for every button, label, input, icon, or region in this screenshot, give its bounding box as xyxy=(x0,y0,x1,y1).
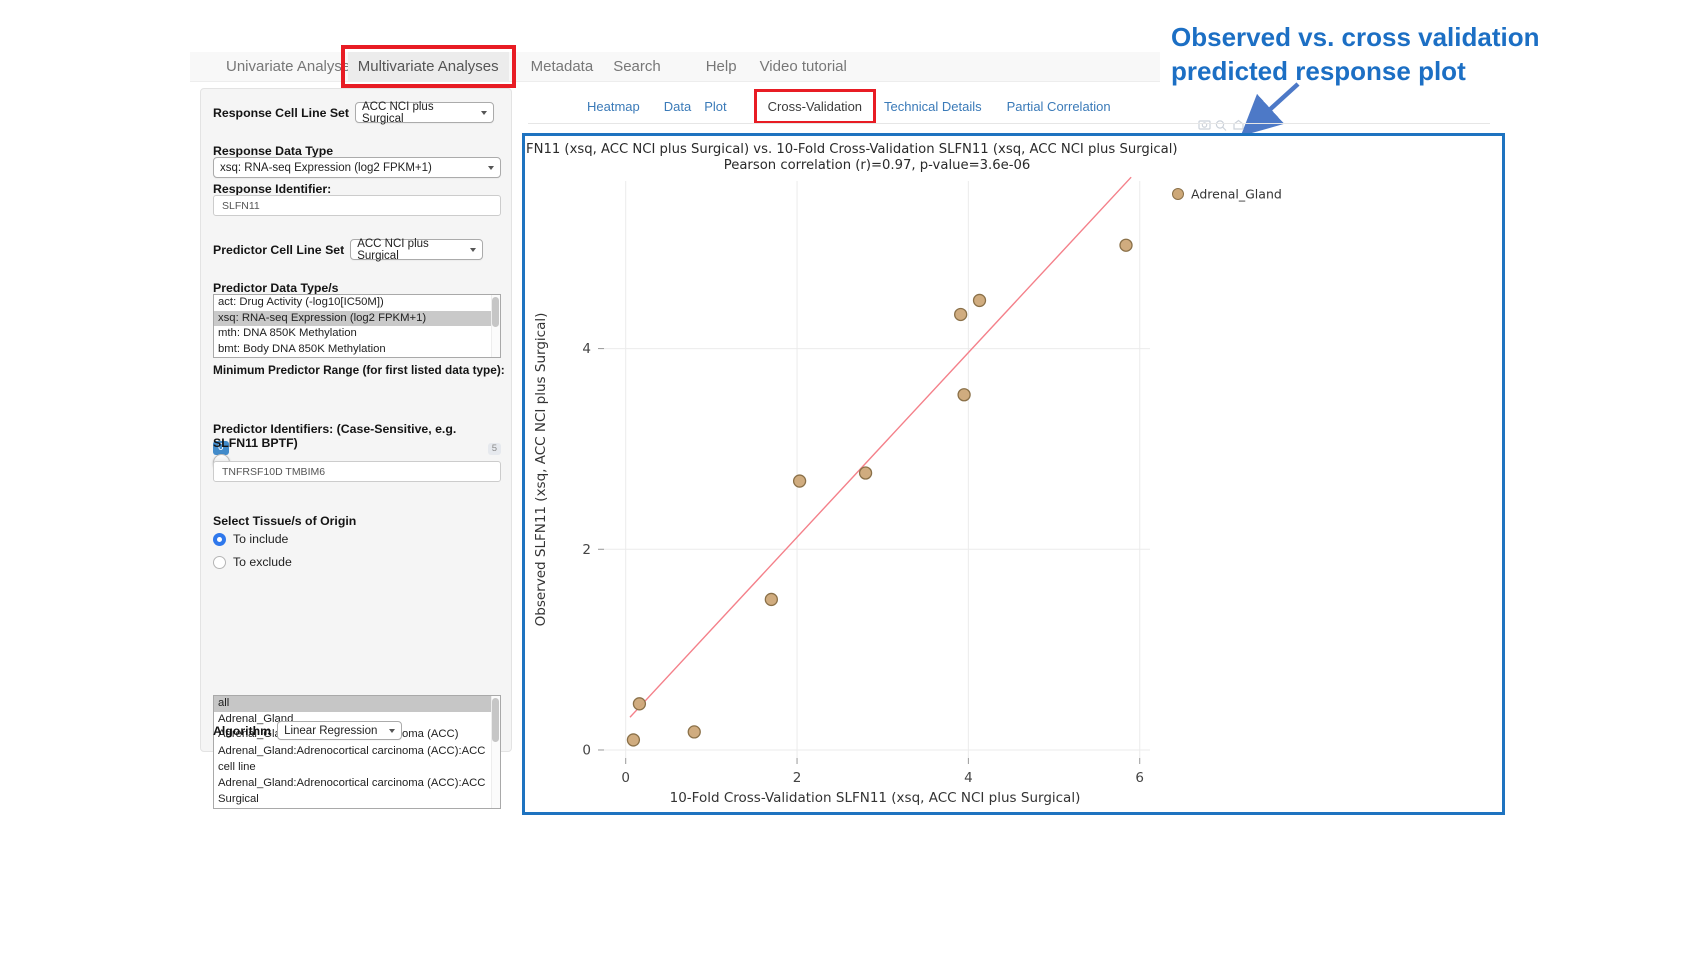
response-data-type-value: xsq: RNA-seq Expression (log2 FPKM+1) xyxy=(220,161,432,174)
x-tick-label: 4 xyxy=(964,770,973,786)
nav-item-help[interactable]: Help xyxy=(705,58,737,75)
scrollbar[interactable] xyxy=(491,295,500,357)
chart-point[interactable] xyxy=(972,293,987,308)
list-item[interactable]: Adrenal_Gland:Adrenocortical carcinoma (… xyxy=(218,777,486,806)
response-identifier-input[interactable]: SLFN11 xyxy=(213,195,501,216)
plot-title-line1: FN11 (xsq, ACC NCI plus Surgical) vs. 10… xyxy=(526,142,1178,157)
list-item[interactable]: Adrenal_Gland xyxy=(218,712,294,725)
tab-technical-details[interactable]: Technical Details xyxy=(884,99,982,114)
cross-validation-plot-panel: 0 2 4 6 0 2 4 FN11 (xsq, ACC NCI plus Surgical)… xyxy=(522,133,1505,815)
slider-max-label: 5 xyxy=(487,443,501,455)
nav-item-multivariate-analyses[interactable]: Multivariate Analyses xyxy=(340,45,516,88)
min-predictor-range-label: Minimum Predictor Range (for first liste… xyxy=(213,363,505,377)
annotation-text: Observed vs. cross validation predicted … xyxy=(1171,20,1540,88)
radio-to-exclude-label: To exclude xyxy=(233,555,292,569)
chart-point[interactable] xyxy=(858,466,873,480)
chart-point[interactable] xyxy=(1119,238,1133,252)
chart-point[interactable] xyxy=(957,388,971,402)
response-cell-line-set-select[interactable]: ACC NCI plus Surgical xyxy=(355,100,494,125)
list-item[interactable]: mth: DNA 850K Methylation xyxy=(218,327,357,340)
chart-point[interactable] xyxy=(632,697,647,711)
response-identifier-value: SLFN11 xyxy=(222,199,260,212)
legend-label[interactable]: Adrenal_Gland xyxy=(1191,187,1282,202)
list-item[interactable]: act: Drug Activity (-log10[IC50M]) xyxy=(218,296,384,308)
y-tick-label: 0 xyxy=(582,742,591,758)
radio-to-include-label: To include xyxy=(233,532,289,546)
list-item[interactable]: Adrenal_Gland:Adrenocortical carcinoma (… xyxy=(218,745,486,774)
tab-cross-validation[interactable]: Cross-Validation xyxy=(767,99,863,114)
chart-point[interactable] xyxy=(954,307,968,322)
tab-partial-correlation[interactable]: Partial Correlation xyxy=(1006,99,1111,114)
tab-heatmap[interactable]: Heatmap xyxy=(587,99,640,114)
predictor-data-types-label: Predictor Data Type/s xyxy=(213,281,339,295)
chevron-down-icon xyxy=(389,728,396,733)
plot-title-line2: Pearson correlation (r)=0.97, p-value=3.… xyxy=(724,158,1031,173)
chart-point[interactable] xyxy=(792,474,807,488)
list-item-selected[interactable]: xsq: RNA-seq Expression (log2 FPKM+1) xyxy=(214,310,500,327)
result-tabs: Heatmap Data Plot Cross-Validation Techn… xyxy=(522,89,1111,124)
predictor-identifiers-label: Predictor Identifiers: (Case-Sensitive, … xyxy=(213,422,457,450)
nav-item-metadata[interactable]: Metadata xyxy=(530,58,594,75)
x-axis-title: 10-Fold Cross-Validation SLFN11 (xsq, AC… xyxy=(670,790,1081,806)
nav-item-univariate-analyses[interactable]: Univariate Analyses xyxy=(226,58,358,75)
control-sidebar: Response Cell Line Set ACC NCI plus Surg… xyxy=(200,88,512,809)
radio-icon[interactable] xyxy=(213,532,226,546)
chevron-down-icon xyxy=(470,247,477,252)
y-tick-label: 4 xyxy=(582,341,591,357)
radio-icon[interactable] xyxy=(213,555,226,569)
chart-point[interactable] xyxy=(626,733,641,747)
top-navbar: Univariate Analyses Multivariate Analyse… xyxy=(190,45,1160,88)
predictor-identifiers-value: TNFRSF10D TMBIM6 xyxy=(222,465,326,478)
predictor-cell-line-set-label: Predictor Cell Line Set xyxy=(213,242,345,257)
radio-to-include[interactable]: To include xyxy=(213,532,501,546)
annotation-line2: predicted response plot xyxy=(1171,56,1466,86)
response-data-type-select[interactable]: xsq: RNA-seq Expression (log2 FPKM+1) xyxy=(213,157,501,178)
predictor-data-types-list: act: Drug Activity (-log10[IC50M]) xsq: … xyxy=(213,294,501,358)
plot-modebar-icons[interactable] xyxy=(1198,118,1250,132)
nav-item-search[interactable]: Search xyxy=(613,58,661,75)
tab-data[interactable]: Data xyxy=(663,99,692,114)
x-tick-label: 0 xyxy=(621,770,630,786)
scrollbar-thumb[interactable] xyxy=(492,297,499,327)
tissue-origin-list: all Adrenal_Gland Adrenal_Gland:Adrenoco… xyxy=(213,695,501,809)
algorithm-select[interactable]: Linear Regression xyxy=(277,721,403,740)
predictor-cell-line-set-select[interactable]: ACC NCI plus Surgical xyxy=(350,237,484,262)
slider-value-bubble: 0 xyxy=(213,441,229,455)
nav-item-video-tutorial[interactable]: Video tutorial xyxy=(759,58,847,75)
legend-marker-icon[interactable] xyxy=(1172,188,1184,200)
scatter-plot: 0 2 4 6 0 2 4 FN11 (xsq, ACC NCI plus Surgical)… xyxy=(526,142,1282,806)
y-axis-title: Observed SLFN11 (xsq, ACC NCI plus Surgi… xyxy=(533,313,549,627)
x-tick-label: 6 xyxy=(1135,770,1144,786)
response-cell-line-set-label: Response Cell Line Set xyxy=(213,105,349,120)
fit-line xyxy=(629,176,1132,718)
response-identifier-label: Response Identifier: xyxy=(213,182,332,196)
chevron-down-icon xyxy=(481,110,487,115)
response-data-type-label: Response Data Type xyxy=(213,144,334,158)
chart-point[interactable] xyxy=(687,725,701,739)
tabs-divider xyxy=(528,123,1490,124)
radio-to-exclude[interactable]: To exclude xyxy=(213,555,501,569)
list-item-selected[interactable]: all xyxy=(214,696,500,712)
predictor-cell-line-set-value: ACC NCI plus Surgical xyxy=(357,237,429,262)
annotation-line1: Observed vs. cross validation xyxy=(1171,22,1540,52)
tissue-origin-label: Select Tissue/s of Origin xyxy=(213,514,357,528)
x-tick-label: 2 xyxy=(793,770,802,786)
response-cell-line-set-value: ACC NCI plus Surgical xyxy=(362,100,434,125)
list-item[interactable]: bmt: Body DNA 850K Methylation xyxy=(218,343,386,356)
chevron-down-icon xyxy=(488,165,494,170)
y-tick-label: 2 xyxy=(582,542,591,558)
algorithm-value: Linear Regression xyxy=(284,724,378,737)
chart-point[interactable] xyxy=(764,592,778,607)
tab-plot[interactable]: Plot xyxy=(704,99,727,114)
scrollbar-thumb[interactable] xyxy=(492,698,499,742)
predictor-identifiers-input[interactable]: TNFRSF10D TMBIM6 xyxy=(213,461,501,482)
scrollbar[interactable] xyxy=(491,696,500,808)
algorithm-label: Algorithm xyxy=(213,723,272,738)
annotation-arrow-icon xyxy=(1240,82,1300,137)
